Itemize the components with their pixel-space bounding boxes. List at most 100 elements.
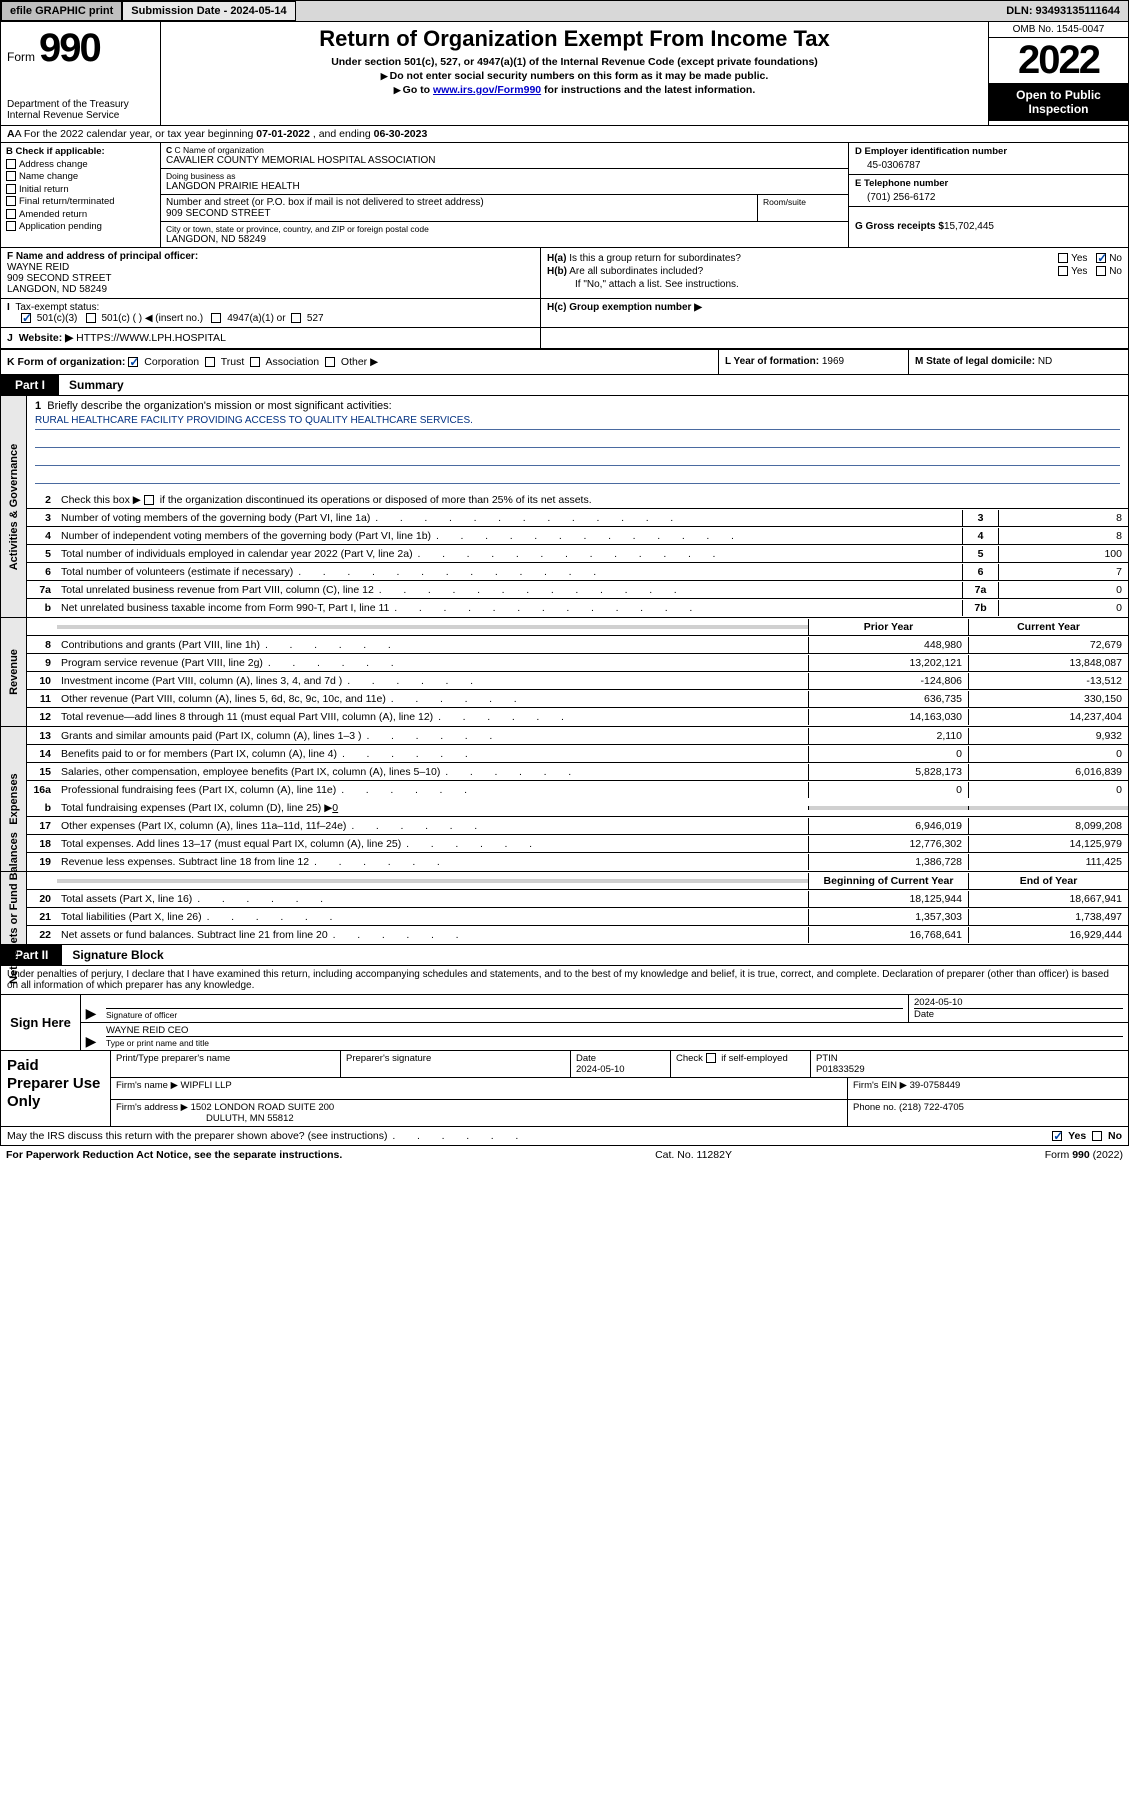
line-8: 8Contributions and grants (Part VIII, li… [27, 636, 1128, 654]
bottom-line: For Paperwork Reduction Act Notice, see … [0, 1146, 1129, 1164]
officer-name-line: ▶ WAYNE REID CEOType or print name and t… [81, 1023, 1128, 1050]
sign-here-label: Sign Here [1, 995, 81, 1050]
part-ii-header: Part II Signature Block [0, 945, 1129, 966]
line-9: 9Program service revenue (Part VIII, lin… [27, 654, 1128, 672]
part-ii-title: Signature Block [62, 945, 173, 965]
prep-phone: (218) 722-4705 [899, 1102, 964, 1113]
officer-addr2: LANGDON, ND 58249 [7, 284, 107, 295]
chk-amended-return[interactable]: Amended return [6, 209, 155, 220]
row-j: J Website: ▶ HTTPS://WWW.LPH.HOSPITAL [0, 327, 1129, 349]
phone-value: (701) 256-6172 [855, 189, 1122, 203]
hb-yesno[interactable]: Yes No [1052, 266, 1122, 277]
line-7a: 7aTotal unrelated business revenue from … [27, 581, 1128, 599]
tax-year: 2022 [989, 38, 1128, 84]
j-right-empty [541, 328, 1128, 348]
section-m: M State of legal domicile: ND [908, 350, 1128, 374]
firm-addr2: DULUTH, MN 55812 [116, 1113, 294, 1124]
org-name-cell: C C Name of organization CAVALIER COUNTY… [161, 143, 848, 169]
line-21: 21Total liabilities (Part X, line 26)1,3… [27, 908, 1128, 926]
chk-other[interactable] [325, 357, 335, 367]
summary-expenses: Expenses 13Grants and similar amounts pa… [0, 727, 1129, 872]
line-3: 3Number of voting members of the governi… [27, 509, 1128, 527]
topbar-spacer [296, 1, 999, 21]
officer-name: WAYNE REID [7, 262, 69, 273]
line-14: 14Benefits paid to or for members (Part … [27, 745, 1128, 763]
line-16a: 16aProfessional fundraising fees (Part I… [27, 781, 1128, 799]
chk-501c[interactable] [86, 313, 96, 323]
form-990: 990 [39, 26, 100, 71]
row-a-tax-year: AA For the 2022 calendar year, or tax ye… [0, 126, 1129, 143]
line-19: 19Revenue less expenses. Subtract line 1… [27, 853, 1128, 871]
line-20: 20Total assets (Part X, line 16)18,125,9… [27, 890, 1128, 908]
website-cell: J Website: ▶ HTTPS://WWW.LPH.HOSPITAL [1, 328, 541, 348]
chk-4947[interactable] [211, 313, 221, 323]
line-16b: b Total fundraising expenses (Part IX, c… [27, 799, 1128, 817]
form-word: Form [7, 50, 35, 64]
section-k: K Form of organization: Corporation Trus… [1, 350, 718, 374]
chk-initial-return[interactable]: Initial return [6, 184, 155, 195]
line-2: 2 Check this box ▶ if the organization d… [27, 491, 1128, 509]
line-18: 18Total expenses. Add lines 13–17 (must … [27, 835, 1128, 853]
vtab-net-assets: Net Assets or Fund Balances [1, 872, 27, 944]
gross-receipts: 15,702,445 [944, 221, 994, 232]
paid-preparer-label: Paid Preparer Use Only [1, 1051, 111, 1126]
omb-number: OMB No. 1545-0047 [989, 22, 1128, 38]
chk-self-employed[interactable] [706, 1053, 716, 1063]
dba-name: LANGDON PRAIRIE HEALTH [166, 181, 843, 192]
chk-discontinued[interactable] [144, 495, 154, 505]
line-15: 15Salaries, other compensation, employee… [27, 763, 1128, 781]
goto-line: Go to www.irs.gov/Form990 for instructio… [171, 84, 978, 96]
part-i-tab: Part I [1, 375, 59, 395]
ein-cell: D Employer identification number 45-0306… [849, 143, 1128, 175]
chk-association[interactable] [250, 357, 260, 367]
summary-revenue: Revenue Prior Year Current Year 8Contrib… [0, 618, 1129, 727]
sig-date: 2024-05-10 [914, 997, 963, 1008]
gross-receipts-cell: G Gross receipts $15,702,445 [849, 207, 1128, 235]
chk-527[interactable] [291, 313, 301, 323]
paid-preparer-block: Paid Preparer Use Only Print/Type prepar… [0, 1051, 1129, 1127]
part-i-title: Summary [59, 375, 134, 395]
line-5: 5Total number of individuals employed in… [27, 545, 1128, 563]
signature-declaration: Under penalties of perjury, I declare th… [0, 966, 1129, 994]
header-right: OMB No. 1545-0047 2022 Open to Public In… [988, 22, 1128, 125]
dba-cell: Doing business as LANGDON PRAIRIE HEALTH [161, 169, 848, 195]
street-row: Number and street (or P.O. box if mail i… [161, 195, 848, 222]
part-i-header: Part I Summary [0, 375, 1129, 396]
website-url: HTTPS://WWW.LPH.HOSPITAL [76, 332, 226, 344]
street-address: 909 SECOND STREET [166, 208, 752, 219]
chk-corporation[interactable] [128, 357, 138, 367]
firm-name: WIPFLI LLP [181, 1080, 232, 1091]
state-domicile: ND [1038, 356, 1052, 367]
firm-addr1: 1502 LONDON ROAD SUITE 200 [191, 1102, 335, 1113]
submission-date: Submission Date - 2024-05-14 [122, 1, 295, 21]
header-center: Return of Organization Exempt From Incom… [161, 22, 988, 125]
org-name: CAVALIER COUNTY MEMORIAL HOSPITAL ASSOCI… [166, 155, 843, 166]
discuss-yesno[interactable]: Yes No [1052, 1130, 1122, 1142]
city-state-zip: LANGDON, ND 58249 [166, 234, 843, 245]
efile-print-button[interactable]: efile GRAPHIC print [1, 1, 122, 21]
ha-yesno[interactable]: Yes No [1052, 253, 1122, 264]
open-to-public: Open to Public Inspection [989, 84, 1128, 121]
chk-final-return[interactable]: Final return/terminated [6, 196, 155, 207]
header-left: Form 990 Department of the Treasury Inte… [1, 22, 161, 125]
sig-officer-line: ▶ Signature of officer 2024-05-10Date [81, 995, 1128, 1023]
chk-501c3[interactable] [21, 313, 31, 323]
form-title: Return of Organization Exempt From Incom… [171, 26, 978, 52]
ssn-warning: Do not enter social security numbers on … [171, 70, 978, 82]
vtab-revenue: Revenue [1, 618, 27, 726]
mission-text: RURAL HEALTHCARE FACILITY PROVIDING ACCE… [35, 415, 1120, 430]
line-4: 4Number of independent voting members of… [27, 527, 1128, 545]
top-bar: efile GRAPHIC print Submission Date - 20… [0, 0, 1129, 22]
revenue-header: Prior Year Current Year [27, 618, 1128, 636]
chk-name-change[interactable]: Name change [6, 171, 155, 182]
chk-address-change[interactable]: Address change [6, 159, 155, 170]
form-number: Form 990 [7, 26, 154, 71]
chk-trust[interactable] [205, 357, 215, 367]
chk-application-pending[interactable]: Application pending [6, 221, 155, 232]
tax-exempt-status: I Tax-exempt status: 501(c)(3) 501(c) ( … [1, 299, 541, 327]
irs-link[interactable]: www.irs.gov/Form990 [433, 84, 541, 96]
cat-no: Cat. No. 11282Y [655, 1149, 732, 1161]
form-header: Form 990 Department of the Treasury Inte… [0, 22, 1129, 126]
firm-ein: 39-0758449 [910, 1080, 961, 1091]
section-c: C C Name of organization CAVALIER COUNTY… [161, 143, 848, 247]
